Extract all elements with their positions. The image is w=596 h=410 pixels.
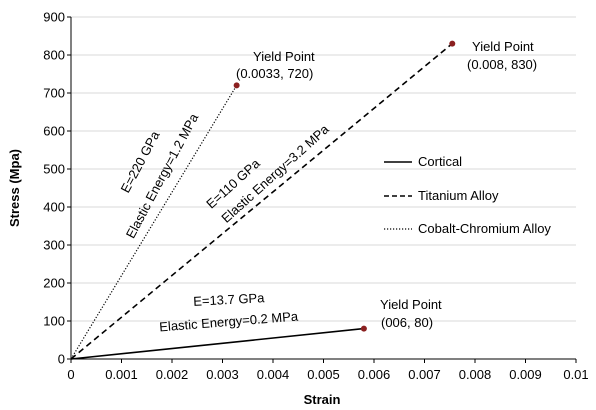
x-tick-label-8: 0.008: [459, 367, 492, 382]
cort-energy-label: Elastic Energy=0.2 MPa: [159, 309, 300, 335]
x-tick-label-1: 0.001: [105, 367, 138, 382]
series-line-cobalt-chromium-alloy: [70, 85, 238, 360]
yield-marker-cobalt-chromium-alloy: [233, 82, 240, 89]
y-axis-title: Stress (Mpa): [7, 149, 22, 227]
x-axis-title: Strain: [304, 392, 341, 407]
x-tick-labels: 0 0.001 0.002 0.003 0.004 0.005 0.006 0.007 0.00…: [67, 367, 588, 382]
x-tick-label-4: 0.004: [257, 367, 290, 382]
y-tick-label-6: 600: [43, 124, 65, 139]
x-tick-label-3: 0.003: [206, 367, 239, 382]
y-tick-label-7: 700: [43, 86, 65, 101]
x-tick-label-2: 0.002: [156, 367, 189, 382]
series-line-cortical: [70, 327, 364, 360]
cort-yield-value: (006, 80): [381, 315, 433, 330]
series-lines: [70, 42, 453, 360]
yield-marker-titanium-alloy: [449, 40, 456, 47]
x-tick-label-7: 0.007: [408, 367, 441, 382]
legend-label-cortical: Cortical: [418, 154, 462, 169]
y-tick-label-0: 0: [58, 352, 65, 367]
yield-marker-cortical: [360, 325, 367, 332]
y-tick-label-1: 100: [43, 314, 65, 329]
yield-markers: [233, 40, 456, 332]
grid-lines: [71, 16, 576, 322]
legend-label-titanium: Titanium Alloy: [418, 188, 499, 203]
ti-yield-value: (0.008, 830): [467, 57, 537, 72]
series-line-titanium-alloy: [70, 42, 453, 360]
x-tick-label-10: 0.01: [563, 367, 588, 382]
x-tick-label-9: 0.009: [509, 367, 542, 382]
cocr-yield-title: Yield Point: [253, 49, 315, 64]
x-tick-label-0: 0: [67, 367, 74, 382]
cocr-yield-value: (0.0033, 720): [236, 66, 313, 81]
y-tick-label-4: 400: [43, 200, 65, 215]
cort-yield-title: Yield Point: [380, 297, 442, 312]
x-tick-label-5: 0.005: [307, 367, 340, 382]
legend: Cortical Titanium Alloy Cobalt-Chromium …: [384, 154, 551, 236]
x-tick-label-6: 0.006: [358, 367, 391, 382]
ti-yield-title: Yield Point: [472, 39, 534, 54]
cort-modulus-label: E=13.7 GPa: [193, 290, 266, 309]
y-tick-label-2: 200: [43, 276, 65, 291]
legend-label-cobalt: Cobalt-Chromium Alloy: [418, 221, 551, 236]
y-tick-labels: 0 100 200 300 400 500 600 700 800 900: [43, 10, 65, 367]
axes: [67, 16, 577, 363]
y-tick-label-3: 300: [43, 238, 65, 253]
y-tick-label-8: 800: [43, 48, 65, 63]
y-tick-label-5: 500: [43, 162, 65, 177]
y-tick-label-9: 900: [43, 10, 65, 25]
